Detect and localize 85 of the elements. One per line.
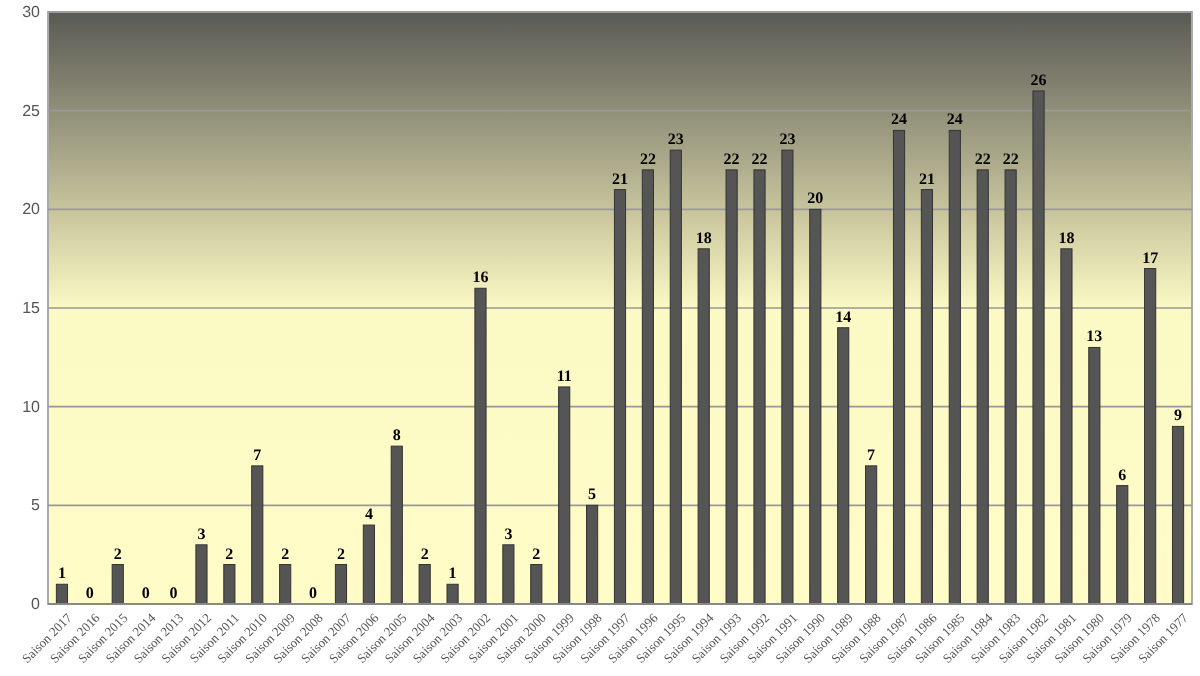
data-label: 2 — [532, 544, 541, 563]
bar — [669, 149, 682, 605]
y-tick-label: 15 — [22, 299, 42, 318]
data-label: 0 — [141, 584, 150, 602]
data-label: 9 — [1174, 406, 1183, 425]
bar — [334, 564, 348, 605]
data-label: 22 — [974, 149, 991, 168]
data-label: 7 — [253, 445, 262, 464]
data-label: 17 — [1142, 248, 1159, 267]
bar — [920, 189, 934, 605]
data-label: 13 — [1086, 327, 1103, 346]
bar — [1116, 485, 1129, 605]
data-label: 3 — [504, 524, 513, 543]
bar — [1171, 425, 1185, 605]
bar — [111, 564, 124, 605]
bar — [865, 465, 878, 605]
bar — [530, 564, 543, 605]
data-label: 21 — [612, 169, 628, 188]
y-tick-label: 25 — [22, 101, 42, 120]
bar — [753, 169, 766, 605]
data-label: 8 — [392, 426, 401, 445]
bar — [279, 564, 292, 605]
bar — [195, 544, 208, 605]
y-tick-label: 0 — [31, 595, 42, 614]
y-tick-label: 10 — [22, 397, 42, 416]
data-label: 14 — [835, 307, 852, 326]
data-label: 22 — [723, 149, 740, 168]
bar — [725, 169, 738, 605]
bar — [55, 583, 69, 605]
bar — [892, 129, 906, 605]
data-label: 16 — [472, 268, 489, 287]
bar — [446, 583, 459, 605]
bar — [809, 208, 822, 605]
data-label: 0 — [169, 584, 178, 602]
data-label: 3 — [197, 524, 206, 543]
bar — [1144, 268, 1157, 605]
data-label: 2 — [420, 544, 429, 563]
data-label: 2 — [225, 544, 234, 563]
data-label: 7 — [867, 445, 876, 464]
bar — [586, 504, 599, 605]
bar — [390, 445, 403, 605]
bar — [976, 169, 989, 605]
bar — [613, 189, 627, 605]
data-label: 22 — [1002, 149, 1019, 168]
bar — [837, 327, 850, 605]
bar — [1004, 169, 1017, 605]
data-label: 18 — [695, 228, 712, 247]
bar — [362, 524, 375, 605]
bar — [223, 564, 236, 605]
data-label: 18 — [1058, 228, 1075, 247]
data-label: 24 — [891, 110, 908, 129]
data-label: 1 — [448, 564, 457, 583]
data-label: 6 — [1118, 465, 1127, 484]
bar — [1088, 346, 1101, 605]
data-label: 2 — [336, 544, 345, 563]
data-label: 0 — [309, 584, 318, 602]
data-label: 20 — [807, 189, 824, 208]
bar — [251, 465, 264, 605]
data-label: 22 — [639, 149, 656, 168]
data-label: 2 — [113, 544, 122, 563]
y-tick-label: 20 — [22, 200, 42, 219]
data-label: 5 — [588, 485, 597, 504]
data-label: 26 — [1030, 70, 1047, 89]
bar — [558, 386, 571, 605]
bar — [697, 248, 710, 605]
bar — [1060, 248, 1073, 605]
data-label: 21 — [918, 169, 935, 188]
data-label: 0 — [85, 584, 94, 602]
data-label: 11 — [556, 366, 572, 385]
data-label: 23 — [779, 130, 796, 149]
y-tick-label: 30 — [22, 3, 42, 22]
data-label: 23 — [667, 130, 684, 149]
bar — [641, 169, 654, 605]
bar — [781, 149, 794, 605]
y-tick-label: 5 — [31, 496, 42, 515]
data-label: 24 — [946, 110, 963, 129]
bar — [474, 287, 487, 605]
bar — [502, 544, 515, 605]
data-label: 1 — [57, 564, 66, 583]
bar — [1032, 90, 1045, 605]
bar — [418, 564, 431, 605]
data-label: 22 — [751, 149, 768, 168]
data-label: 2 — [281, 544, 290, 563]
data-label: 4 — [364, 505, 373, 524]
bar — [948, 129, 961, 605]
